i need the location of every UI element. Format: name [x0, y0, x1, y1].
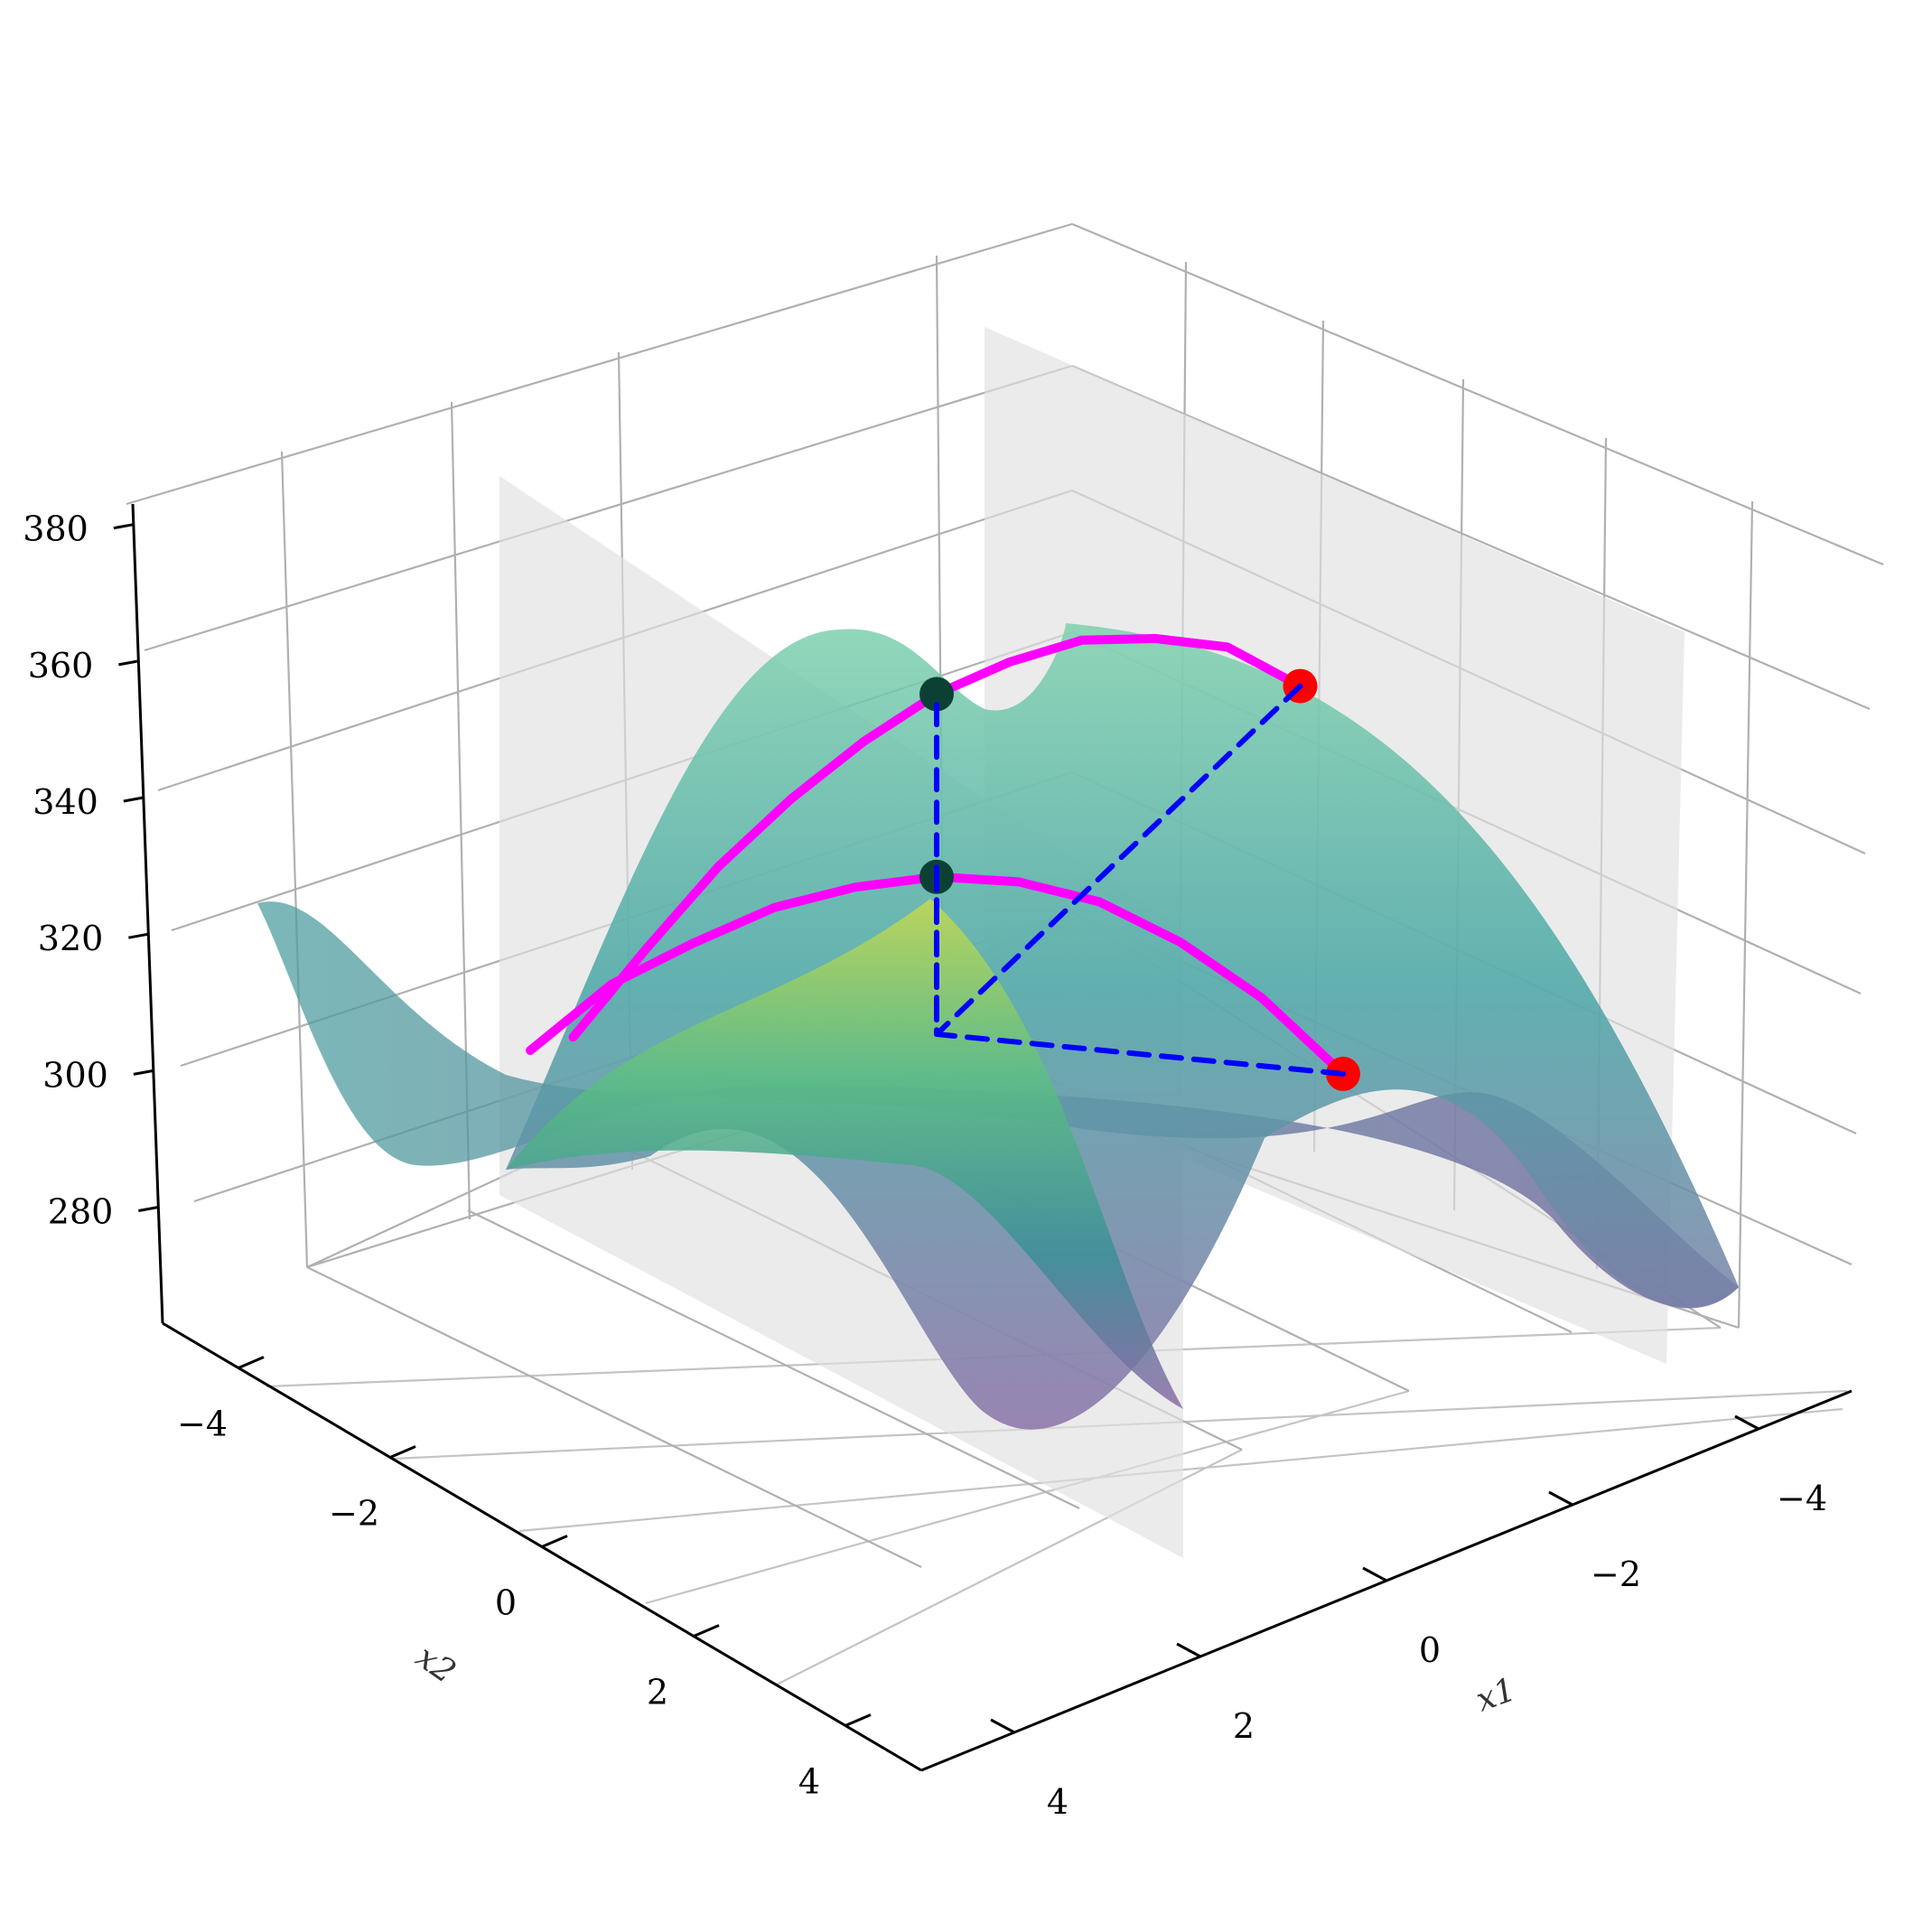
- x1-tick-label: −4: [1777, 1479, 1827, 1518]
- x2-axis-label: x2: [409, 1638, 462, 1691]
- x2-tick: [693, 1624, 720, 1638]
- x1-tick: [1734, 1414, 1759, 1431]
- x2-tick: [238, 1356, 265, 1369]
- x2-tick: [389, 1445, 416, 1459]
- z-tick-label: 300: [42, 1055, 108, 1095]
- z-tick: [123, 796, 145, 803]
- z-tick: [118, 659, 139, 667]
- x1-tick: [1548, 1490, 1573, 1507]
- x1-tick-label: 2: [1233, 1706, 1255, 1746]
- z-axis-ticks: 280 300 320 340 360 380: [23, 509, 159, 1232]
- x2-tick: [541, 1535, 568, 1548]
- z-tick: [128, 932, 149, 939]
- z-tick-label: 320: [38, 919, 104, 958]
- projection-line: [934, 683, 1303, 1037]
- surface-front-peak: [506, 899, 1183, 1409]
- x2-tick: [845, 1713, 872, 1727]
- x2-tick-label: 0: [495, 1583, 517, 1623]
- x1-tick: [1362, 1566, 1387, 1582]
- z-tick: [138, 1206, 159, 1212]
- z-axis-line: [131, 503, 164, 1324]
- z-tick: [133, 1069, 154, 1076]
- x1-tick-label: 4: [1047, 1782, 1069, 1822]
- z-tick-label: 380: [23, 509, 89, 549]
- surface-lobe-left: [506, 623, 1739, 1430]
- x2-tick-label: −2: [329, 1494, 379, 1534]
- x2-tick-label: 4: [798, 1762, 820, 1802]
- z-tick-label: 280: [48, 1192, 114, 1232]
- x1-tick-label: 0: [1419, 1630, 1441, 1670]
- x2-axis-ticks: −4 −2 0 2 4: [177, 1356, 872, 1802]
- z-tick: [113, 523, 135, 530]
- scatter-point: [919, 677, 954, 712]
- series-layer: [526, 633, 1360, 1091]
- z-tick-label: 360: [28, 646, 94, 686]
- x1-tick-label: −2: [1591, 1554, 1641, 1594]
- x1-tick: [990, 1718, 1015, 1734]
- x2-tick-label: −4: [177, 1405, 228, 1444]
- x1-axis-ticks: −4 −2 0 2 4: [990, 1414, 1827, 1822]
- surface: [257, 623, 1739, 1430]
- z-tick-label: 340: [33, 782, 98, 822]
- axes: 280 300 320 340 360 380 −4 −2 0 2 4 −4 −2 0 2 4 x1 x2: [23, 503, 1853, 1822]
- x2-tick-label: 2: [647, 1673, 668, 1713]
- x1-axis-label: x1: [1471, 1671, 1521, 1719]
- x1-tick: [1176, 1642, 1201, 1658]
